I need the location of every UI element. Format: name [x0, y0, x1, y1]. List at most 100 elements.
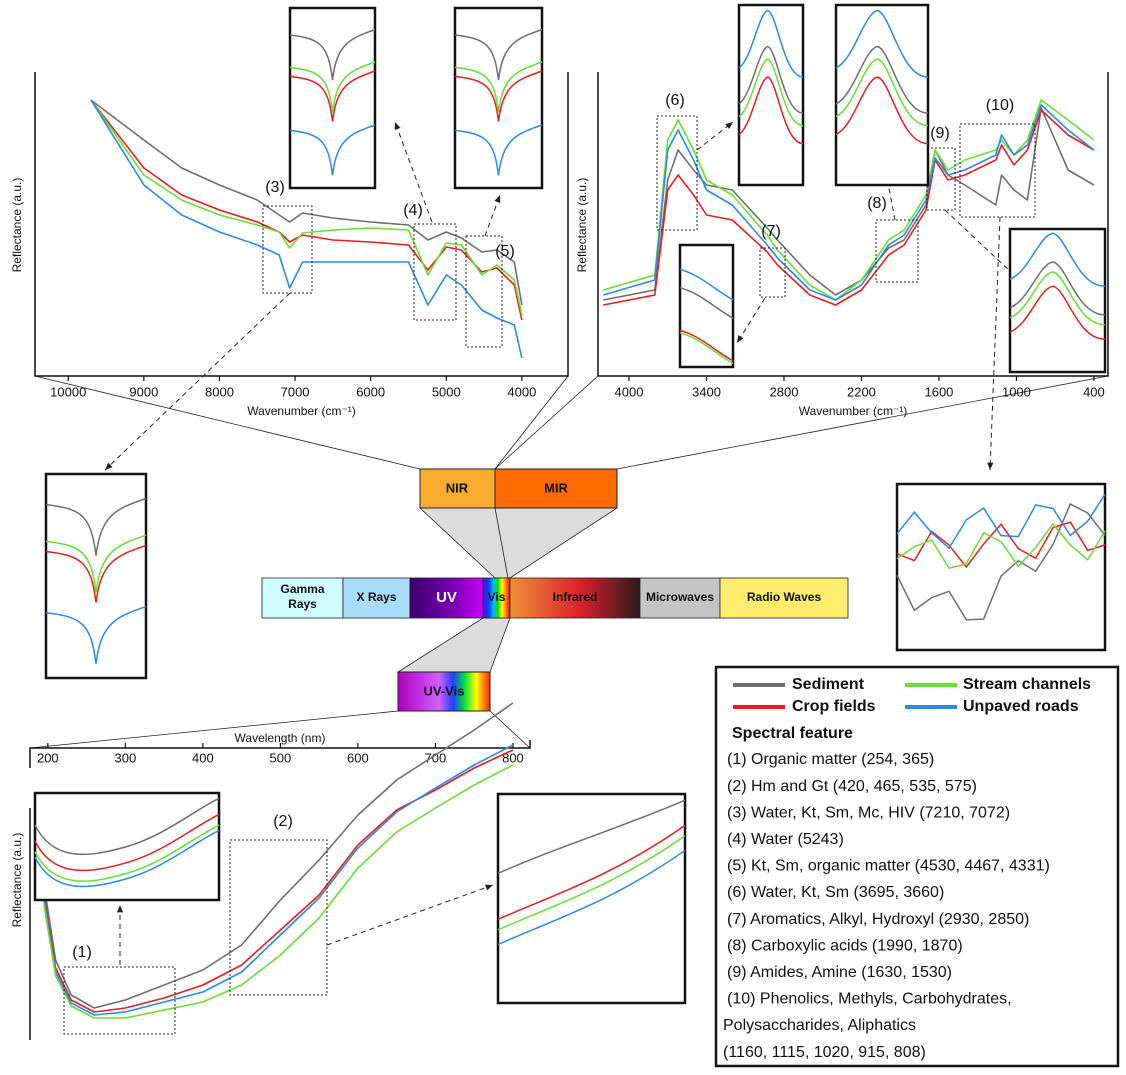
inset-curve — [497, 849, 686, 946]
spectrum-bar: Gamma Rays X Rays UV Vis Infrared Microwaves Ra… — [261, 577, 849, 619]
inset-curve — [289, 61, 376, 113]
feature-box — [63, 966, 176, 1035]
feature-line: (6) Water, Kt, Sm (3695, 3660) — [727, 884, 944, 901]
feature-label: (4) — [403, 202, 423, 219]
inset-curve — [289, 70, 376, 122]
inset-curve — [835, 45, 929, 114]
inset-curve — [454, 70, 543, 122]
series-line — [90, 99, 523, 359]
inset-curve — [679, 268, 734, 301]
feature-box — [959, 123, 1036, 218]
x-tick-label: 5000 — [432, 384, 461, 399]
spectrum-band — [719, 577, 849, 619]
x-tick-label: 700 — [425, 750, 447, 765]
x-tick-label: 4000 — [615, 384, 644, 399]
arrow-head — [485, 884, 493, 891]
spectrum-band — [509, 577, 641, 619]
inset-curve — [835, 9, 929, 78]
spectrum-band — [409, 577, 484, 619]
feature-line: (9) Amides, Amine (1630, 1530) — [727, 964, 952, 981]
inset-curve — [679, 332, 734, 364]
inset-curve — [497, 824, 686, 921]
inset-curve — [497, 835, 686, 931]
axis-frame — [597, 72, 1109, 377]
feature-box — [413, 223, 457, 321]
legend-entry: Sediment — [792, 676, 865, 693]
x-tick-label: 1600 — [924, 384, 953, 399]
arrow — [326, 884, 494, 946]
x-tick-label: 2200 — [847, 384, 876, 399]
series-line — [43, 764, 514, 1019]
spectrum-band — [482, 577, 511, 619]
feature-label: (1) — [72, 944, 92, 961]
series-line — [90, 99, 523, 306]
inset-curve — [34, 824, 220, 882]
inset-curve — [679, 286, 734, 319]
inset-curve — [1009, 261, 1106, 316]
feature-label: (7) — [761, 223, 781, 240]
feature-line: Polysaccharides, Aliphatics — [723, 1017, 916, 1034]
x-tick-label: 600 — [347, 750, 369, 765]
uv-vis-label: UV-Vis — [424, 683, 465, 698]
x-tick-label: 300 — [114, 750, 136, 765]
inset-curve — [454, 61, 543, 113]
feature-label: (10) — [986, 97, 1014, 114]
feature-line: (7) Aromatics, Alkyl, Hydroxyl (2930, 28… — [727, 911, 1029, 928]
x-tick-label: 400 — [1083, 384, 1105, 399]
x-axis-title: Wavenumber (cm⁻¹) — [247, 404, 356, 418]
feature-label: (8) — [867, 195, 887, 212]
inset-curve — [738, 58, 804, 127]
x-tick-label: 200 — [37, 750, 59, 765]
x-axis-title: Wavelength (nm) — [235, 731, 326, 745]
x-tick-label: 4000 — [507, 384, 536, 399]
spectrum-band — [261, 577, 344, 619]
inset-curve — [45, 605, 147, 664]
band-label: Vis — [488, 590, 506, 604]
inset-curve — [45, 544, 147, 603]
inset-curve — [1009, 271, 1106, 326]
inset-frame — [834, 3, 930, 187]
arrow-head — [116, 905, 124, 913]
x-tick-label: 10000 — [50, 384, 86, 399]
inset-curve — [738, 9, 804, 78]
feature-label: (2) — [273, 813, 293, 830]
arrow-head — [494, 195, 501, 203]
y-axis-title: Reflectance (a.u.) — [10, 833, 24, 928]
x-tick-label: 3400 — [692, 384, 721, 399]
feature-line: (1160, 1115, 1020, 915, 808) — [723, 1044, 926, 1061]
inset-curve — [454, 28, 543, 81]
y-axis-title: Reflectance (a.u.) — [575, 178, 589, 273]
x-tick-label: 9000 — [129, 384, 158, 399]
inset-frame — [1008, 227, 1107, 374]
inset-curve — [289, 28, 376, 81]
inset-curve — [896, 521, 1106, 569]
arrow-head — [725, 122, 733, 129]
inset-curve — [34, 829, 220, 888]
inset-curve — [896, 493, 1106, 550]
nir-label: NIR — [446, 480, 469, 495]
arrow-head — [987, 462, 994, 470]
arrow — [989, 216, 1001, 471]
uv-vis-box — [397, 671, 491, 712]
legend-entry: Unpaved roads — [963, 698, 1079, 715]
feature-line: (8) Carboxylic acids (1990, 1870) — [727, 937, 963, 954]
inset-curve — [454, 124, 543, 176]
x-tick-label: 8000 — [205, 384, 234, 399]
feature-box — [759, 247, 786, 298]
x-tick-label: 7000 — [281, 384, 310, 399]
inset-curve — [45, 497, 147, 556]
inset-curve — [45, 534, 147, 593]
series-line — [43, 744, 514, 1016]
x-tick-label: 400 — [192, 750, 214, 765]
legend-entry: Stream channels — [963, 676, 1091, 693]
x-tick-label: 500 — [270, 750, 292, 765]
axis-frame — [34, 72, 569, 377]
inset-curve — [1009, 232, 1106, 287]
arrow — [696, 121, 734, 151]
feature-line: (2) Hm and Gt (420, 465, 535, 575) — [727, 778, 977, 795]
x-tick-label: 2800 — [770, 384, 799, 399]
band-label: Gamma Rays — [280, 582, 324, 611]
legend-entry: Crop fields — [792, 698, 876, 715]
inset-frame — [737, 3, 805, 187]
